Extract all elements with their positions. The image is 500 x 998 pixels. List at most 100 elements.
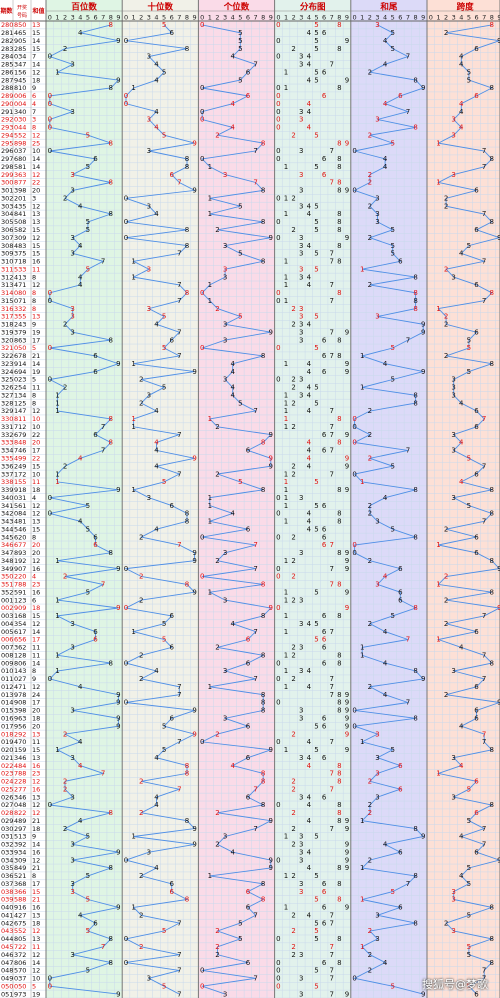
draw-cell: 806 — [14, 959, 26, 967]
sum-cell: 16 — [32, 848, 40, 856]
value-point: 3 — [375, 313, 379, 321]
distribution-digit: 1 — [284, 596, 288, 604]
value-point: 6 — [169, 888, 174, 896]
value-point: 2 — [368, 179, 372, 187]
value-point: 8 — [185, 289, 189, 297]
value-point: 9 — [269, 328, 273, 336]
value-point: 3 — [147, 147, 151, 155]
distribution-digit: 8 — [337, 801, 341, 809]
value-point: 3 — [375, 793, 379, 801]
value-point: 7 — [177, 541, 181, 549]
sum-cell: 14 — [32, 155, 40, 163]
value-point: 6 — [169, 612, 174, 620]
distribution-digit: 9 — [345, 746, 349, 754]
header-digit-label: 7 — [406, 14, 410, 22]
value-point: 8 — [109, 439, 113, 447]
distribution-digit: 6 — [322, 793, 327, 801]
value-point: 3 — [70, 880, 74, 888]
value-point: 5 — [467, 454, 471, 462]
draw-cell: 552 — [14, 131, 26, 139]
value-point: 8 — [109, 210, 113, 218]
sum-cell: 12 — [32, 557, 40, 565]
distribution-digit: 8 — [337, 218, 341, 226]
value-point: 1 — [436, 541, 440, 549]
value-point: 8 — [109, 864, 113, 872]
draw-cell: 481 — [14, 518, 26, 526]
value-point: 9 — [116, 76, 120, 84]
distribution-digit: 6 — [322, 888, 327, 896]
period-cell: 333 — [1, 439, 13, 447]
value-point: 4 — [383, 691, 388, 699]
distribution-digit: 5 — [314, 967, 318, 975]
value-point: 2 — [63, 321, 67, 329]
sum-cell: 15 — [32, 525, 40, 533]
sum-cell: 12 — [32, 131, 40, 139]
distribution-digit: 3 — [299, 242, 303, 250]
value-point: 5 — [162, 620, 166, 628]
value-point: 4 — [459, 439, 464, 447]
draw-cell: 956 — [14, 722, 26, 730]
distribution-digit: 8 — [337, 155, 341, 163]
value-point: 1 — [208, 494, 212, 502]
value-point: 7 — [177, 328, 181, 336]
value-point: 6 — [246, 447, 251, 455]
value-point: 4 — [230, 510, 235, 518]
sum-cell: 18 — [32, 715, 40, 723]
value-point: 4 — [383, 628, 388, 636]
value-point: 3 — [70, 61, 74, 69]
period-cell: 008 — [1, 651, 13, 659]
value-point: 8 — [261, 651, 265, 659]
distribution-digit: 4 — [307, 667, 312, 675]
period-cell: 291 — [1, 108, 13, 116]
period-cell: 310 — [1, 258, 13, 266]
header-digit-label: 8 — [337, 14, 341, 22]
draw-cell: 375 — [14, 250, 26, 258]
value-point: 9 — [116, 699, 120, 707]
value-point: 0 — [48, 53, 52, 61]
draw-cell: 168 — [14, 612, 26, 620]
value-point: 4 — [78, 29, 83, 37]
value-point: 3 — [375, 116, 379, 124]
distribution-digit: 2 — [291, 423, 295, 431]
value-point: 3 — [451, 888, 455, 896]
distribution-digit: 4 — [307, 53, 312, 61]
value-point: 9 — [421, 990, 425, 998]
value-point: 1 — [436, 770, 440, 778]
value-point: 2 — [63, 384, 67, 392]
value-point: 3 — [147, 116, 151, 124]
distribution-digit: 5 — [314, 384, 318, 392]
header-digit-label: 2 — [139, 14, 143, 22]
distribution-digit: 1 — [284, 68, 288, 76]
value-point: 8 — [413, 667, 417, 675]
header-draw-label: 开奖 — [17, 4, 27, 11]
distribution-digit: 2 — [291, 785, 295, 793]
value-point: 8 — [261, 707, 265, 715]
distribution-digit: 2 — [291, 462, 295, 470]
distribution-digit: 0 — [276, 935, 280, 943]
value-point: 4 — [383, 659, 388, 667]
value-point: 3 — [70, 707, 74, 715]
draw-cell: 285 — [14, 45, 26, 53]
value-point: 1 — [55, 596, 59, 604]
distribution-digit: 1 — [284, 872, 288, 880]
value-point: 4 — [459, 833, 464, 841]
value-point: 6 — [169, 715, 174, 723]
value-point: 2 — [139, 675, 143, 683]
distribution-digit: 6 — [322, 92, 327, 100]
sum-cell: 21 — [32, 896, 40, 904]
draw-cell: 309 — [14, 856, 26, 864]
period-cell: 007 — [1, 644, 13, 652]
value-point: 1 — [360, 896, 364, 904]
value-point: 9 — [269, 454, 273, 462]
period-cell: 017 — [1, 722, 13, 730]
draw-cell: 006 — [14, 92, 26, 100]
distribution-digit: 7 — [330, 943, 334, 951]
sum-cell: 20 — [32, 541, 40, 549]
sum-cell: 16 — [32, 785, 40, 793]
period-cell: 324 — [1, 368, 13, 376]
distribution-digit: 7 — [330, 825, 334, 833]
value-point: 8 — [109, 809, 113, 817]
value-point: 0 — [200, 116, 204, 124]
draw-cell: 037 — [14, 147, 26, 155]
value-point: 7 — [177, 250, 181, 258]
